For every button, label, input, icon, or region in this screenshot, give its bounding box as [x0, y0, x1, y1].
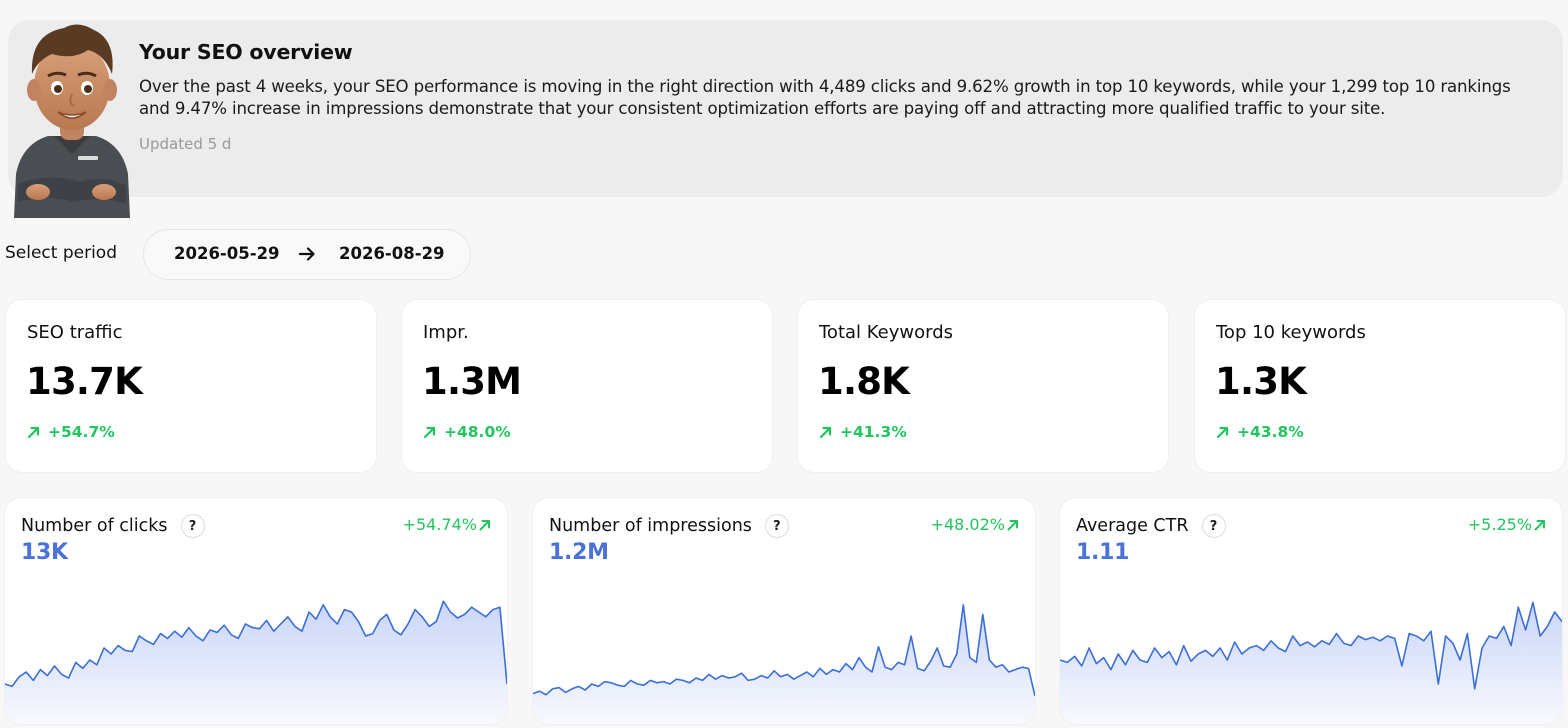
chart-card-ctr[interactable]: Average CTR ? 1.11 +5.25%: [1060, 498, 1562, 724]
kpi-delta: +41.3%: [819, 423, 907, 441]
help-icon[interactable]: ?: [1201, 514, 1226, 538]
kpi-value: 1.3M: [422, 360, 522, 403]
trend-up-icon: [423, 426, 436, 439]
trend-up-icon: [27, 426, 40, 439]
chart-delta-value: +5.25%: [1467, 515, 1532, 534]
period-label: Select period: [5, 243, 118, 263]
overview-title: Your SEO overview: [139, 40, 353, 64]
kpi-delta-value: +41.3%: [840, 423, 907, 441]
kpi-label: Total Keywords: [819, 322, 954, 343]
trend-up-icon: [1534, 519, 1545, 530]
sparkline-area: [533, 604, 1035, 724]
trend-up-icon: [479, 519, 490, 530]
seo-overview-card: Your SEO overview Over the past 4 weeks,…: [8, 20, 1563, 218]
sparkline-line: [533, 604, 1035, 697]
kpi-value: 1.8K: [818, 360, 910, 403]
sparkline-impressions: [533, 604, 1035, 724]
chart-delta: +48.02%: [931, 515, 1019, 534]
chart-card-clicks[interactable]: Number of clicks ? 13K +54.74%: [5, 498, 507, 724]
kpi-card-seo-traffic[interactable]: SEO traffic 13.7K +54.7%: [6, 300, 376, 472]
chart-card-impressions[interactable]: Number of impressions ? 1.2M +48.02%: [533, 498, 1035, 724]
period-start-date[interactable]: 2026-05-29: [174, 244, 280, 263]
kpi-delta: +54.7%: [27, 423, 115, 441]
chart-value: 1.2M: [549, 540, 609, 565]
kpi-delta-value: +48.0%: [444, 423, 511, 441]
chart-delta: +5.25%: [1468, 515, 1546, 534]
kpi-card-top10-keywords[interactable]: Top 10 keywords 1.3K +43.8%: [1195, 300, 1565, 472]
chart-title: Number of clicks: [21, 516, 168, 536]
assistant-avatar: [8, 4, 138, 218]
kpi-value: 13.7K: [26, 360, 143, 403]
kpi-label: Top 10 keywords: [1216, 322, 1366, 343]
kpi-label: Impr.: [423, 322, 469, 343]
kpi-delta: +48.0%: [423, 423, 511, 441]
updated-timestamp: Updated 5 d: [139, 135, 232, 153]
overview-summary: Over the past 4 weeks, your SEO performa…: [139, 77, 1511, 118]
chart-delta-value: +54.74%: [402, 515, 477, 534]
kpi-delta-value: +54.7%: [48, 423, 115, 441]
chart-delta-value: +48.02%: [930, 515, 1005, 534]
help-icon[interactable]: ?: [764, 514, 789, 538]
trend-up-icon: [1216, 426, 1229, 439]
arrow-right-icon: [298, 247, 315, 261]
chart-value: 1.11: [1076, 540, 1130, 565]
trend-up-icon: [819, 426, 832, 439]
chart-title: Number of impressions: [549, 516, 752, 536]
kpi-card-impressions[interactable]: Impr. 1.3M +48.0%: [402, 300, 772, 472]
sparkline-ctr: [1060, 601, 1562, 724]
sparkline-line: [5, 600, 507, 688]
sparkline-clicks: [5, 600, 507, 724]
help-icon[interactable]: ?: [180, 514, 205, 538]
kpi-value: 1.3K: [1215, 360, 1307, 403]
sparkline-area: [1060, 602, 1562, 724]
chart-title: Average CTR: [1076, 516, 1189, 536]
period-end-date[interactable]: 2026-08-29: [339, 244, 445, 263]
kpi-card-total-keywords[interactable]: Total Keywords 1.8K +41.3%: [798, 300, 1168, 472]
trend-up-icon: [1007, 519, 1018, 530]
kpi-label: SEO traffic: [27, 322, 123, 343]
sparkline-line: [1060, 601, 1562, 690]
kpi-delta-value: +43.8%: [1237, 423, 1304, 441]
sparkline-area: [5, 601, 507, 724]
chart-delta: +54.74%: [403, 515, 491, 534]
date-range-picker[interactable]: 2026-05-29 2026-08-29: [143, 229, 471, 280]
chart-value: 13K: [21, 540, 68, 565]
kpi-delta: +43.8%: [1216, 423, 1304, 441]
